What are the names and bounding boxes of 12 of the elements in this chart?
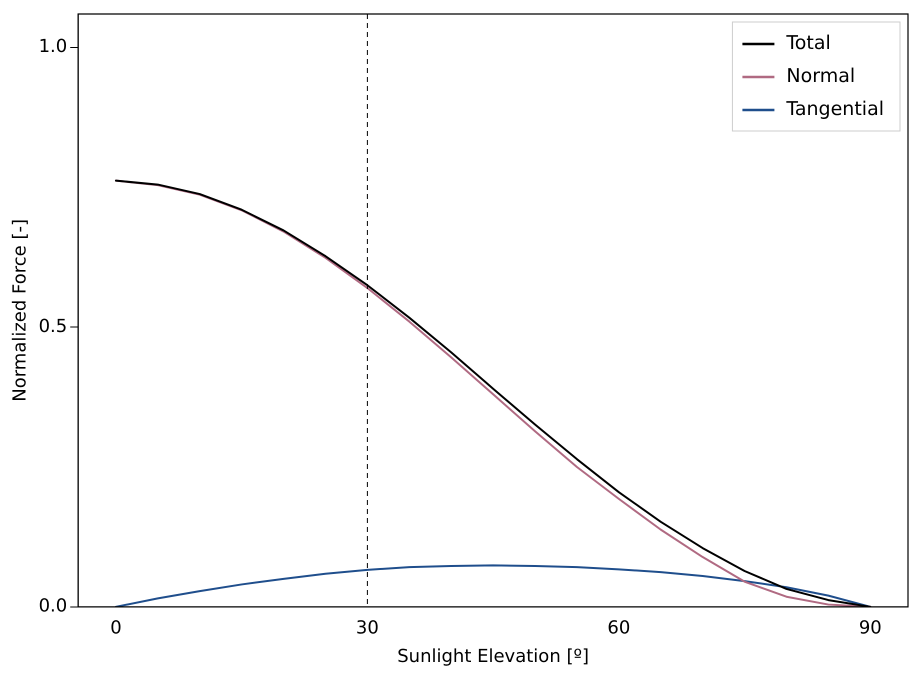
x-tick-label: 30: [356, 617, 379, 638]
y-tick-label: 0.0: [38, 595, 68, 616]
legend-label: Tangential: [785, 98, 884, 120]
y-tick-label: 1.0: [38, 36, 68, 58]
y-tick-label: 0.5: [38, 316, 68, 337]
x-tick-label: 60: [607, 617, 630, 638]
x-tick-label: 0: [110, 617, 122, 638]
x-axis-title: Sunlight Elevation [º]: [397, 646, 589, 667]
legend-label: Total: [785, 32, 831, 54]
x-tick-label: 90: [858, 617, 882, 638]
y-axis-title: Normalized Force [-]: [9, 219, 30, 402]
legend-label: Normal: [786, 64, 856, 87]
